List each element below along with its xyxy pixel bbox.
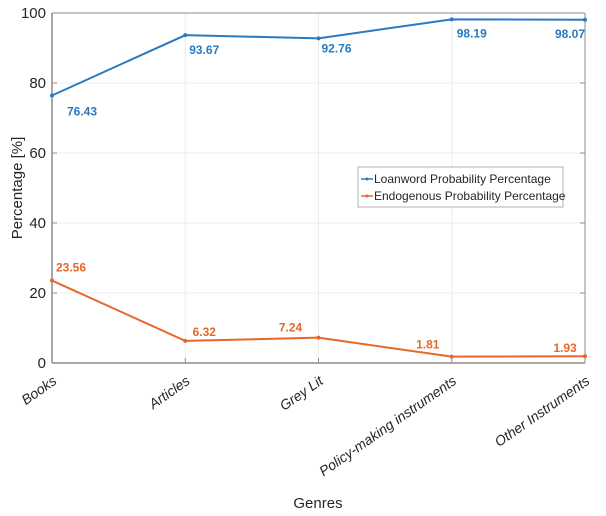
legend-box xyxy=(357,166,564,208)
series-0-point-0 xyxy=(50,93,54,98)
data-label-series-0-2: 92.76 xyxy=(321,41,351,55)
x-tick-label-2: Grey Lit xyxy=(277,372,327,414)
series-0-point-3 xyxy=(449,17,454,22)
y-ticks: 0 20 40 60 80 100 xyxy=(21,5,585,372)
x-tick-label-3: Policy-making instruments xyxy=(316,372,459,479)
series-1-point-2 xyxy=(316,335,321,340)
x-tick-label-1: Articles xyxy=(145,372,193,412)
y-tick-label-3: 60 xyxy=(29,145,46,162)
series-1-point-4 xyxy=(583,354,587,359)
data-label-series-0-1: 93.67 xyxy=(189,43,219,57)
x-tick-label-4: Other Instruments xyxy=(491,372,592,449)
data-label-series-1-2: 7.24 xyxy=(279,321,303,335)
y-tick-label-4: 80 xyxy=(29,75,46,92)
legend-marker-loanword xyxy=(365,177,369,181)
legend-label-endogenous: Endogenous Probability Percentage xyxy=(374,189,566,203)
y-tick-label-0: 0 xyxy=(38,355,46,372)
x-axis-label: Genres xyxy=(293,495,342,512)
x-tick-label-0: Books xyxy=(18,372,59,407)
series-0-point-4 xyxy=(583,17,587,22)
legend-label-loanword: Loanword Probability Percentage xyxy=(374,172,551,186)
data-label-series-1-3: 1.81 xyxy=(416,338,440,352)
series-0-point-2 xyxy=(316,36,321,41)
series-1-point-1 xyxy=(183,338,188,343)
legend: Loanword Probability Percentage Endogeno… xyxy=(357,166,566,208)
data-label-series-1-0: 23.56 xyxy=(56,261,86,275)
data-label-series-0-4: 98.07 xyxy=(555,27,585,41)
series-0-point-1 xyxy=(183,33,188,38)
data-labels: 76.43 93.67 92.76 98.19 98.07 23.56 6.32 7.24 1.… xyxy=(56,26,585,355)
data-label-series-0-0: 76.43 xyxy=(67,104,97,118)
data-label-series-0-3: 98.19 xyxy=(457,26,487,40)
y-tick-label-5: 100 xyxy=(21,5,46,22)
series-group xyxy=(50,17,587,359)
data-label-series-1-4: 1.93 xyxy=(553,341,577,355)
series-1-point-3 xyxy=(449,354,454,359)
series-1-point-0 xyxy=(50,278,54,283)
y-tick-label-2: 40 xyxy=(29,215,46,232)
y-axis-label: Percentage [%] xyxy=(9,137,26,240)
legend-marker-endogenous xyxy=(365,194,369,198)
y-tick-label-1: 20 xyxy=(29,285,46,302)
data-label-series-1-1: 6.32 xyxy=(193,325,217,339)
